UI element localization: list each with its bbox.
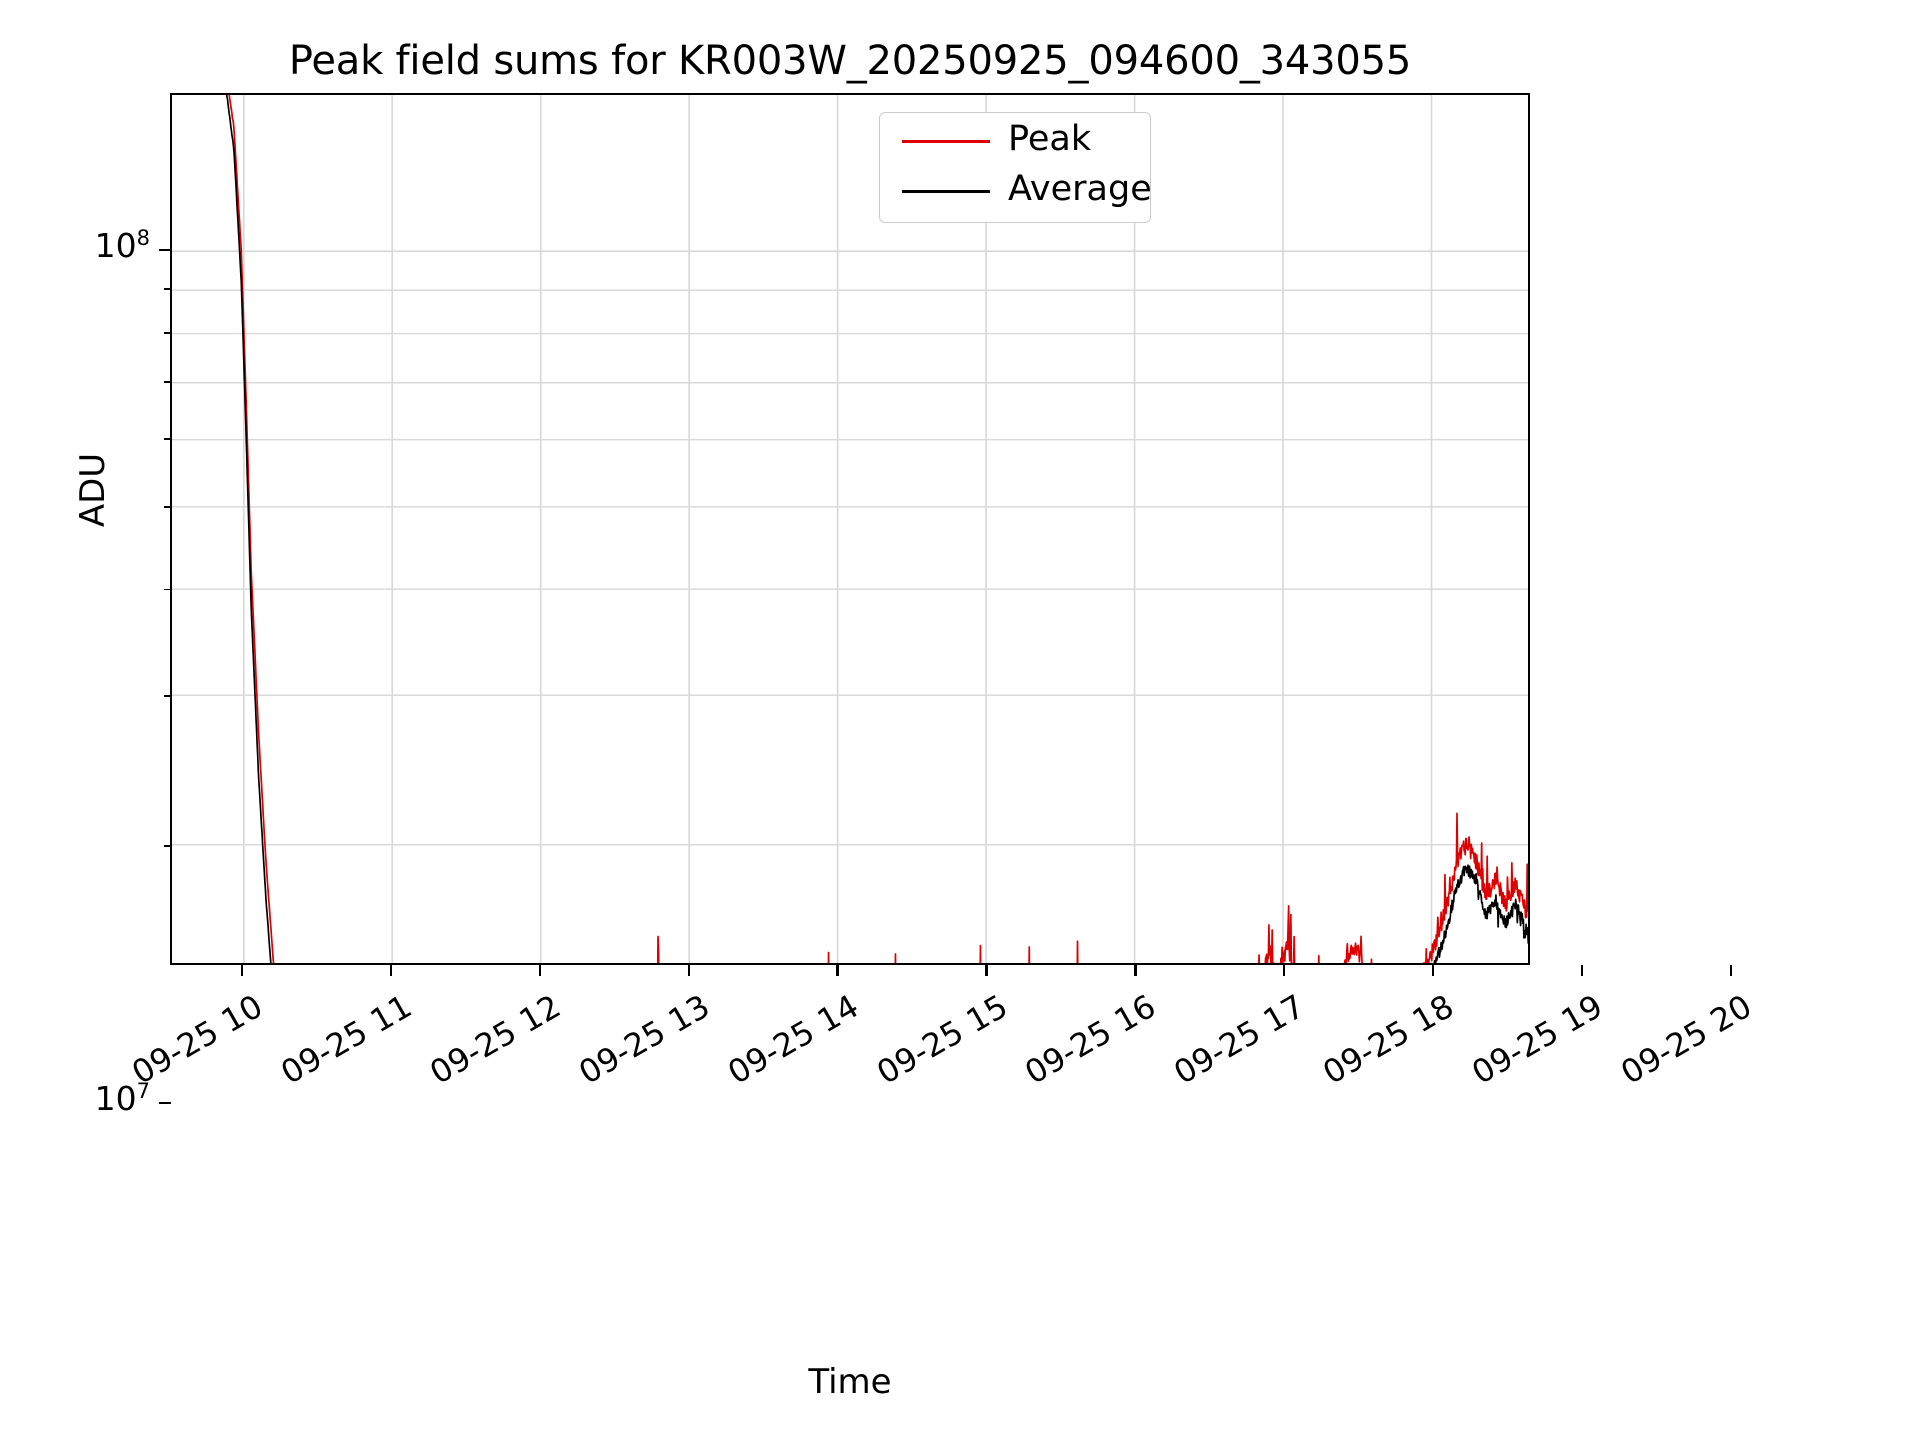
y-tick-mark-minor: [164, 438, 171, 441]
grid-lines: [172, 95, 1528, 963]
legend-label: Peak: [1008, 119, 1092, 159]
y-tick-label: 108: [94, 226, 150, 265]
legend[interactable]: Peak Average: [879, 112, 1152, 223]
x-tick-mark: [1283, 965, 1286, 976]
legend-item-peak[interactable]: Peak: [880, 117, 1150, 165]
y-axis-label: ADU: [73, 452, 113, 528]
legend-item-average[interactable]: Average: [880, 167, 1152, 215]
y-tick-mark-minor: [164, 331, 171, 334]
legend-label: Average: [1008, 169, 1152, 209]
x-tick-mark: [240, 965, 244, 976]
page-title: Peak field sums for KR003W_20250925_0946…: [288, 38, 1412, 84]
x-tick-mark: [985, 965, 988, 976]
x-tick-mark: [836, 965, 839, 976]
y-tick-mark-minor: [164, 505, 171, 508]
x-tick-mark: [389, 965, 393, 976]
y-tick-mark-minor: [164, 845, 171, 848]
x-tick-mark: [1580, 965, 1584, 976]
x-tick-mark: [1729, 965, 1733, 976]
x-tick-mark: [538, 965, 541, 976]
x-tick-mark: [687, 965, 690, 976]
legend-swatch-peak: [902, 140, 990, 144]
y-tick-mark-minor: [164, 588, 171, 591]
x-tick-mark: [1134, 965, 1137, 976]
legend-swatch-average: [902, 190, 990, 194]
x-axis-label: Time: [808, 1362, 892, 1402]
y-tick-mark-minor: [164, 288, 171, 290]
y-tick-mark: [159, 1101, 171, 1105]
series-line-average: [225, 95, 1528, 963]
x-tick-mark: [1432, 965, 1435, 976]
y-tick-mark: [159, 248, 171, 252]
data-series-layer: [225, 95, 1528, 963]
plot-area: [170, 93, 1530, 965]
y-tick-mark-minor: [164, 381, 171, 384]
series-line-peak: [228, 95, 1528, 963]
y-tick-label: 107: [94, 1079, 150, 1118]
y-tick-mark-minor: [164, 695, 171, 697]
